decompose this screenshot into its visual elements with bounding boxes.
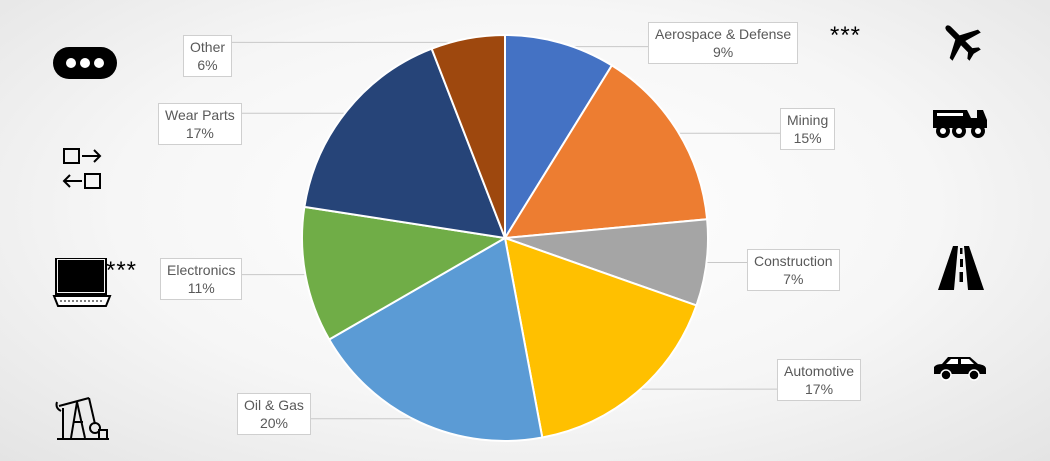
data-label-name: Mining xyxy=(787,112,829,128)
pie-slice-wear-parts xyxy=(303,47,507,240)
car-icon xyxy=(934,357,986,381)
aerospace-marker: *** xyxy=(830,22,862,49)
data-label-automotive: Automotive 17% xyxy=(777,359,862,401)
data-label-name: Electronics xyxy=(167,262,236,278)
data-label-other: Other 6% xyxy=(183,35,233,77)
data-label-percent: 7% xyxy=(783,271,804,287)
mining-truck-icon xyxy=(933,110,987,138)
data-label-aerospace-defense: Aerospace & Defense 9% xyxy=(648,22,799,64)
data-label-percent: 6% xyxy=(197,57,218,73)
pie-slice-electronics xyxy=(301,205,508,341)
pie-slices xyxy=(301,33,709,442)
more-icon xyxy=(53,47,117,79)
data-label-name: Automotive xyxy=(784,363,855,379)
data-label-percent: 15% xyxy=(793,130,822,146)
pie-slice-aerospace-defense xyxy=(504,33,614,242)
data-label-name: Oil & Gas xyxy=(244,397,304,413)
electronics-marker: *** xyxy=(106,257,138,284)
data-label-construction: Construction 7% xyxy=(747,249,840,291)
data-label-percent: 9% xyxy=(712,44,734,60)
data-label-percent: 17% xyxy=(185,125,214,141)
leader-lines xyxy=(232,41,780,420)
oil-pump-icon xyxy=(55,397,109,440)
pie-slice-other xyxy=(430,33,506,239)
data-label-wear-parts: Wear Parts 17% xyxy=(158,103,242,145)
airplane-icon xyxy=(945,25,981,61)
data-label-percent: 17% xyxy=(805,381,834,397)
data-label-percent: 11% xyxy=(187,280,215,296)
data-label-name: Construction xyxy=(754,253,833,269)
swap-icon xyxy=(62,148,102,189)
pie-slice-oil-gas xyxy=(327,236,544,442)
data-label-percent: 20% xyxy=(259,415,288,431)
pie-slice-mining xyxy=(503,64,709,240)
pie-slice-automotive xyxy=(503,236,698,439)
data-label-oil-gas: Oil & Gas 20% xyxy=(237,393,311,435)
data-label-mining: Mining 15% xyxy=(780,108,836,150)
data-label-name: Other xyxy=(190,39,226,55)
data-label-name: Wear Parts xyxy=(165,107,235,123)
data-label-name: Aerospace & Defense xyxy=(655,26,792,42)
laptop-icon xyxy=(52,258,112,307)
data-label-electronics: Electronics 11% xyxy=(160,258,243,300)
road-icon xyxy=(938,246,984,290)
